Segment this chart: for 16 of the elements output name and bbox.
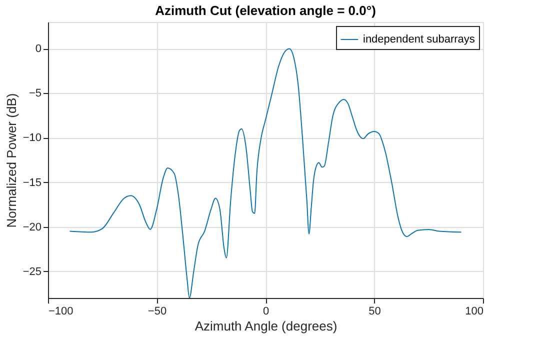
y-tick-label: −20 <box>22 221 42 234</box>
y-tick-label: −15 <box>22 176 42 189</box>
y-tick-label: −25 <box>22 266 42 278</box>
y-tick-label: 0 <box>35 43 42 56</box>
y-axis-title: Normalized Power (dB) <box>4 93 19 228</box>
y-tick-label: −10 <box>22 132 42 144</box>
x-tick-label: −100 <box>48 306 74 318</box>
legend-label: independent subarrays <box>363 34 476 46</box>
x-tick-label: 100 <box>465 306 484 318</box>
x-tick-label: 0 <box>262 306 270 318</box>
x-axis-title: Azimuth Angle (degrees) <box>194 318 338 334</box>
y-tick-label: −5 <box>28 88 42 100</box>
x-tick-label: 50 <box>368 306 381 318</box>
x-tick-label: −50 <box>148 306 167 318</box>
line-series <box>69 48 462 298</box>
chart-title: Azimuth Cut (elevation angle = 0.0°) <box>155 3 376 18</box>
